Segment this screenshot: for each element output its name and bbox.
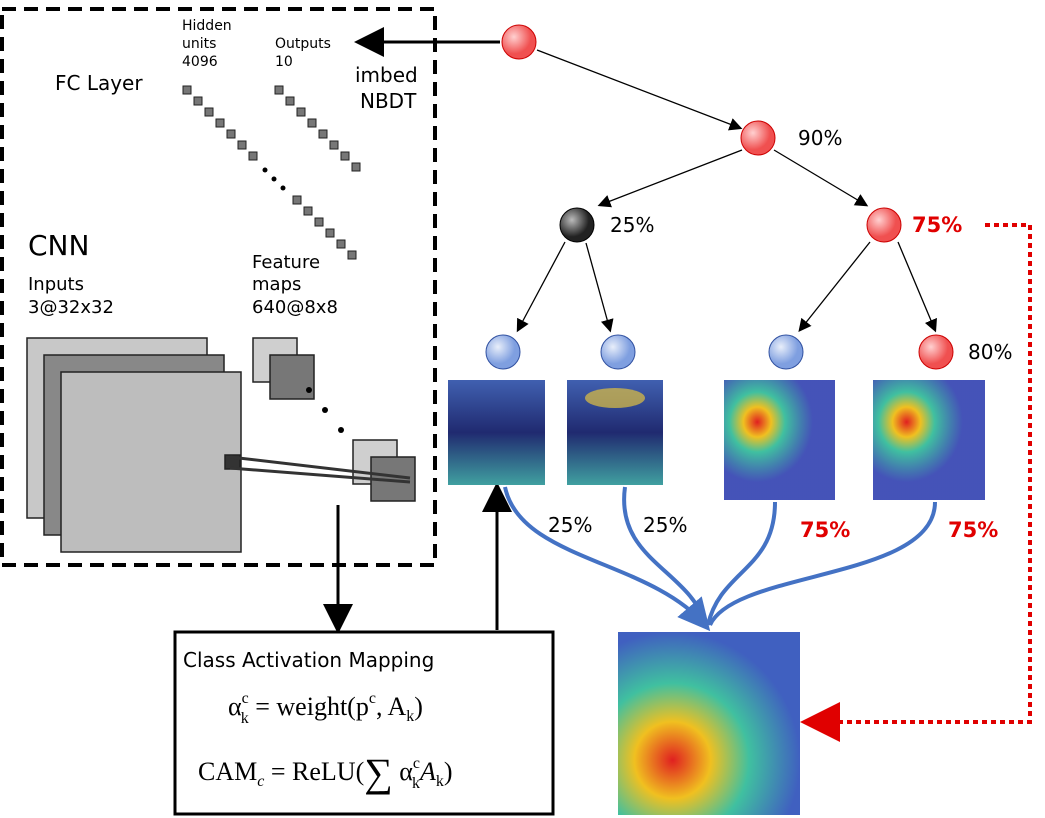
- edge-label: 75%: [948, 518, 998, 542]
- formula: CAMc = ReLU(∑ αc kAk): [198, 750, 453, 795]
- unit: [329, 140, 339, 150]
- f: k: [241, 710, 249, 727]
- imbed-label: NBDT: [360, 89, 417, 113]
- f: c: [257, 773, 264, 790]
- edge-label: 75%: [800, 518, 850, 542]
- node-label: 25%: [610, 213, 654, 237]
- fc-title: FC Layer: [55, 71, 143, 95]
- f: ): [414, 692, 423, 721]
- dot: [280, 185, 286, 191]
- unit: [274, 85, 284, 95]
- f: = weight(p: [249, 692, 369, 721]
- receptive-lines: [229, 455, 411, 484]
- unit: [340, 151, 350, 161]
- f: k: [436, 773, 444, 790]
- f: α: [228, 692, 242, 721]
- cam-title: Class Activation Mapping: [183, 648, 434, 672]
- f: = ReLU(: [264, 757, 364, 786]
- f: , A: [376, 692, 407, 721]
- unit: [292, 195, 302, 205]
- f: c: [413, 755, 420, 772]
- f: A: [418, 757, 436, 786]
- inputs-label: 3@32x32: [28, 297, 114, 318]
- feature-label: maps: [252, 274, 301, 295]
- unit: [336, 239, 346, 249]
- node-label: 75%: [912, 213, 962, 237]
- f: CAM: [198, 757, 257, 786]
- outputs-label: 10: [275, 54, 293, 70]
- imbed-label: imbed: [355, 63, 418, 87]
- cnn-title: CNN: [28, 229, 89, 262]
- feature-label: Feature: [252, 252, 320, 273]
- unit: [303, 206, 313, 216]
- unit: [193, 96, 203, 106]
- inputs-label: Inputs: [28, 274, 84, 295]
- dot: [262, 167, 268, 173]
- node-label: 80%: [968, 340, 1012, 364]
- unit: [347, 250, 357, 260]
- input-planes: [26, 337, 416, 553]
- f: c: [242, 690, 249, 707]
- outputs-label: Outputs: [275, 36, 331, 52]
- dashed-panel: [0, 7, 437, 567]
- node-label: 90%: [798, 126, 842, 150]
- edge-label: 25%: [643, 513, 687, 537]
- hidden-label: units: [182, 36, 216, 52]
- unit: [318, 129, 328, 139]
- dots: [306, 387, 344, 433]
- unit: [325, 228, 335, 238]
- unit: [182, 85, 192, 95]
- tree-nodes: [485, 24, 954, 370]
- unit: [226, 129, 236, 139]
- heatmap-images: [448, 380, 985, 815]
- f: ): [444, 757, 453, 786]
- unit: [351, 162, 361, 172]
- unit: [314, 217, 324, 227]
- cam-box: [173, 630, 555, 816]
- formula: αc k = weight(pc, Ak): [228, 690, 423, 727]
- unit: [237, 140, 247, 150]
- f: c: [369, 690, 376, 707]
- f: α: [393, 757, 414, 786]
- hidden-label: Hidden: [182, 18, 232, 34]
- hidden-label: 4096: [182, 54, 218, 70]
- unit: [215, 118, 225, 128]
- tree-edges: [516, 49, 937, 333]
- unit: [296, 107, 306, 117]
- f: k: [406, 708, 414, 725]
- feature-label: 640@8x8: [252, 297, 338, 318]
- dot: [271, 176, 277, 182]
- red-dotted-arrow: [800, 223, 1032, 742]
- unit: [248, 151, 258, 161]
- f: k: [412, 775, 420, 792]
- unit: [285, 96, 295, 106]
- merge-curves: [503, 486, 937, 632]
- edge-label: 25%: [548, 513, 592, 537]
- unit: [204, 107, 214, 117]
- unit: [307, 118, 317, 128]
- fc-units: [182, 85, 361, 260]
- f: ∑: [364, 750, 393, 795]
